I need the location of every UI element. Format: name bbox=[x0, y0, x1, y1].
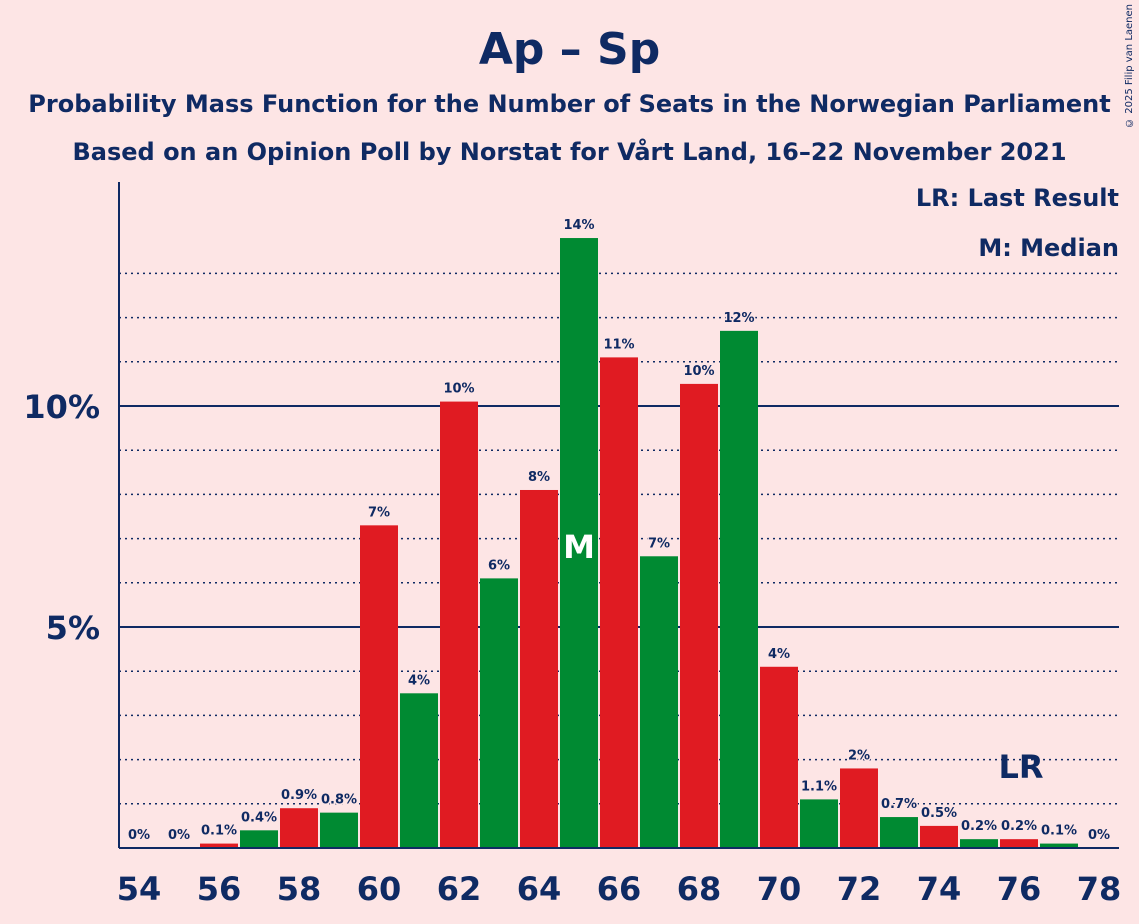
bar-seat-56 bbox=[200, 843, 238, 848]
bar-label-63: 6% bbox=[488, 558, 510, 573]
bar-seat-77 bbox=[1040, 843, 1078, 848]
bar-label-56: 0.1% bbox=[201, 824, 237, 839]
x-tick-label: 64 bbox=[517, 870, 562, 908]
bar-seat-76 bbox=[1000, 839, 1038, 848]
bar-label-71: 1.1% bbox=[801, 779, 837, 794]
bar-label-64: 8% bbox=[528, 470, 550, 485]
bar-seat-63 bbox=[480, 578, 518, 848]
median-marker: M bbox=[563, 528, 595, 566]
bar-seat-65 bbox=[560, 238, 598, 849]
bar-label-69: 12% bbox=[723, 311, 754, 326]
chart-subtitle: Probability Mass Function for the Number… bbox=[28, 90, 1111, 118]
bar-label-59: 0.8% bbox=[321, 793, 357, 808]
bar-seat-74 bbox=[920, 825, 958, 848]
bar-seat-68 bbox=[680, 383, 718, 848]
legend-median: M: Median bbox=[978, 234, 1119, 262]
bar-seat-70 bbox=[760, 666, 798, 848]
bar-label-70: 4% bbox=[768, 647, 790, 662]
x-tick-label: 62 bbox=[437, 870, 482, 908]
bar-label-67: 7% bbox=[648, 536, 670, 551]
bar-seat-58 bbox=[280, 808, 318, 848]
bar-seat-69 bbox=[720, 330, 758, 848]
bar-label-76: 0.2% bbox=[1001, 819, 1037, 834]
x-tick-label: 66 bbox=[597, 870, 642, 908]
x-tick-label: 60 bbox=[357, 870, 402, 908]
x-tick-label: 70 bbox=[757, 870, 802, 908]
x-tick-label: 56 bbox=[197, 870, 242, 908]
bar-label-65: 14% bbox=[563, 218, 594, 233]
bar-seat-62 bbox=[440, 401, 478, 848]
chart-source: Based on an Opinion Poll by Norstat for … bbox=[72, 138, 1067, 166]
bar-label-78: 0% bbox=[1088, 828, 1110, 843]
bar-label-77: 0.1% bbox=[1041, 824, 1077, 839]
axes: 54 56 58 60 62 64 66 68 70 72 74 76 78 5% 10% bbox=[23, 182, 1121, 908]
bar-label-62: 10% bbox=[443, 382, 474, 397]
bar-label-66: 11% bbox=[603, 337, 634, 352]
bar-seat-61 bbox=[400, 693, 438, 848]
bars bbox=[200, 238, 1078, 849]
bar-seat-71 bbox=[800, 799, 838, 848]
bar-label-54: 0% bbox=[128, 828, 150, 843]
x-tick-label: 54 bbox=[117, 870, 162, 908]
x-tick-label: 68 bbox=[677, 870, 722, 908]
bar-label-60: 7% bbox=[368, 505, 390, 520]
y-tick-label: 10% bbox=[23, 388, 100, 426]
bar-seat-66 bbox=[600, 357, 638, 848]
bar-label-73: 0.7% bbox=[881, 797, 917, 812]
bar-seat-57 bbox=[240, 830, 278, 848]
x-tick-label: 74 bbox=[917, 870, 962, 908]
chart-title: Ap – Sp bbox=[478, 24, 661, 75]
bar-label-75: 0.2% bbox=[961, 819, 997, 834]
bar-seat-73 bbox=[880, 817, 918, 848]
bar-label-55: 0% bbox=[168, 828, 190, 843]
bar-label-68: 10% bbox=[683, 364, 714, 379]
bar-labels: 0% 0% 0.1% 0.4% 0.9% 0.8% 7% 4% 10% 6% 8% 14% 11% 7% 1… bbox=[126, 217, 1111, 845]
y-tick-label: 5% bbox=[46, 609, 100, 647]
x-tick-label: 78 bbox=[1077, 870, 1122, 908]
bar-label-57: 0.4% bbox=[241, 810, 277, 825]
markers: M LR bbox=[563, 528, 1043, 786]
bar-seat-59 bbox=[320, 812, 358, 848]
bar-label-72: 2% bbox=[848, 748, 870, 763]
last-result-marker: LR bbox=[998, 748, 1043, 786]
legend-last-result: LR: Last Result bbox=[915, 184, 1119, 212]
x-tick-label: 72 bbox=[837, 870, 882, 908]
x-tick-label: 76 bbox=[997, 870, 1042, 908]
bar-seat-67 bbox=[640, 556, 678, 848]
bar-label-74: 0.5% bbox=[921, 806, 957, 821]
bar-seat-75 bbox=[960, 839, 998, 848]
x-tick-label: 58 bbox=[277, 870, 322, 908]
bar-seat-64 bbox=[520, 489, 558, 848]
bar-seat-60 bbox=[360, 525, 398, 848]
bar-label-61: 4% bbox=[408, 673, 430, 688]
bar-seat-72 bbox=[840, 768, 878, 848]
bar-label-58: 0.9% bbox=[281, 788, 317, 803]
